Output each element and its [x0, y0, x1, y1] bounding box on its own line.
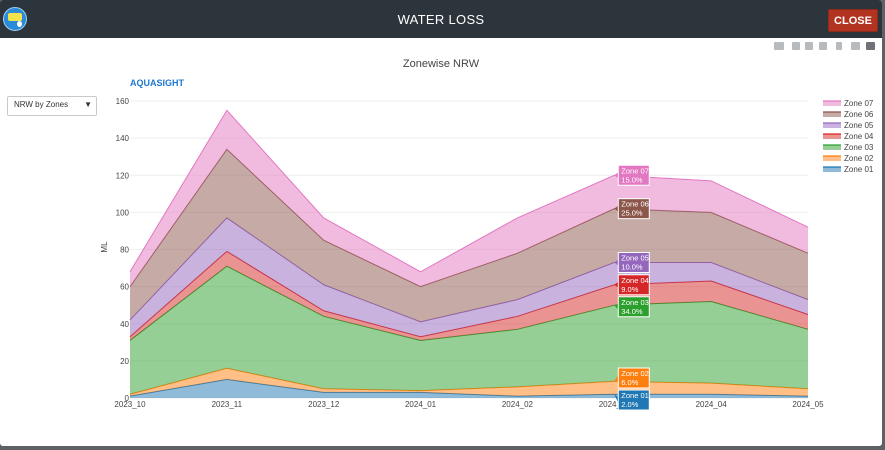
legend-label: Zone 03 — [844, 143, 874, 152]
close-button[interactable]: CLOSE — [828, 9, 878, 32]
hover-label-value: 6.0% — [621, 378, 638, 387]
legend-item-zone-01[interactable]: Zone 01 — [823, 165, 874, 174]
line-zone-07 — [129, 109, 809, 273]
area-zone-05 — [130, 217, 808, 337]
area-zone-01 — [130, 379, 808, 398]
legend-label: Zone 07 — [844, 99, 874, 108]
y-tick-label: 100 — [116, 208, 130, 217]
legend-label: Zone 04 — [844, 132, 874, 141]
area-zone-06 — [130, 149, 808, 322]
hover-label-name: Zone 03 — [621, 298, 649, 307]
hover-label-value: 15.0% — [621, 175, 643, 184]
line-zone-05 — [129, 217, 809, 323]
area-zone-02 — [130, 368, 808, 397]
hover-label-name: Zone 01 — [621, 391, 649, 400]
area-zone-04 — [130, 251, 808, 341]
chevron-down-icon: ▼ — [84, 100, 92, 109]
chart-modebar — [770, 40, 880, 52]
legend-label: Zone 01 — [844, 165, 874, 174]
x-tick-label: 2023_12 — [308, 400, 340, 409]
y-tick-label: 20 — [120, 357, 129, 366]
hover-label-name: Zone 05 — [621, 253, 649, 262]
home-icon[interactable] — [819, 42, 827, 50]
spike-lines-icon[interactable] — [836, 42, 842, 50]
legend-item-zone-03[interactable]: Zone 03 — [823, 143, 874, 152]
modal-title: WATER LOSS — [397, 12, 485, 27]
hover-label-zone-04: Zone 049.0% — [614, 274, 650, 296]
legend-label: Zone 05 — [844, 121, 874, 130]
brand-label: AQUASIGHT — [130, 78, 185, 88]
y-tick-label: 140 — [116, 134, 130, 143]
x-tick-label: 2023_10 — [114, 400, 146, 409]
hover-label-zone-01: Zone 012.0% — [614, 389, 650, 411]
select-value: NRW by Zones — [14, 100, 69, 109]
hover-label-value: 10.0% — [621, 262, 643, 271]
area-zone-03 — [130, 266, 808, 395]
x-tick-label: 2024_04 — [696, 400, 728, 409]
hover-compare-icon[interactable] — [866, 42, 875, 50]
hover-label-value: 9.0% — [621, 285, 638, 294]
hover-label-value: 25.0% — [621, 209, 643, 218]
y-tick-label: 80 — [120, 246, 129, 255]
x-tick-label: 2024_05 — [792, 400, 824, 409]
x-tick-label: 2023_11 — [212, 400, 243, 409]
y-tick-label: 0 — [125, 394, 130, 403]
hover-label-name: Zone 06 — [621, 200, 649, 209]
hover-label-name: Zone 07 — [621, 166, 649, 175]
area-zone-07 — [130, 110, 808, 287]
y-tick-label: 40 — [120, 320, 129, 329]
hover-closest-icon[interactable] — [851, 42, 860, 50]
x-tick-label: 2024_01 — [405, 400, 437, 409]
legend-item-zone-06[interactable]: Zone 06 — [823, 110, 874, 119]
legend-label: Zone 06 — [844, 110, 874, 119]
y-tick-label: 60 — [120, 283, 129, 292]
hover-label-zone-02: Zone 026.0% — [614, 367, 650, 389]
y-tick-label: 160 — [116, 97, 130, 106]
legend-item-zone-05[interactable]: Zone 05 — [823, 121, 874, 130]
aquasight-logo-icon — [3, 7, 27, 31]
hover-label-name: Zone 04 — [621, 276, 649, 285]
hover-label-value: 34.0% — [621, 307, 643, 316]
camera-icon[interactable] — [774, 42, 784, 50]
hover-label-name: Zone 02 — [621, 369, 649, 378]
nrw-view-select[interactable]: NRW by Zones ▼ — [7, 96, 97, 116]
legend-item-zone-04[interactable]: Zone 04 — [823, 132, 874, 141]
legend-label: Zone 02 — [844, 154, 874, 163]
zoom-in-icon[interactable] — [792, 42, 800, 50]
zoom-out-icon[interactable] — [805, 42, 813, 50]
modal-header: WATER LOSS CLOSE — [0, 0, 882, 38]
line-zone-01 — [129, 378, 809, 397]
hover-label-value: 2.0% — [621, 400, 638, 409]
chart-title: Zonewise NRW — [403, 58, 480, 70]
y-axis-title: ML — [100, 241, 109, 253]
x-tick-label: 2024_02 — [502, 400, 534, 409]
y-tick-label: 120 — [116, 171, 130, 180]
x-tick-label: 2024_03 — [599, 400, 631, 409]
legend-item-zone-02[interactable]: Zone 02 — [823, 154, 874, 163]
legend-item-zone-07[interactable]: Zone 07 — [823, 99, 874, 108]
